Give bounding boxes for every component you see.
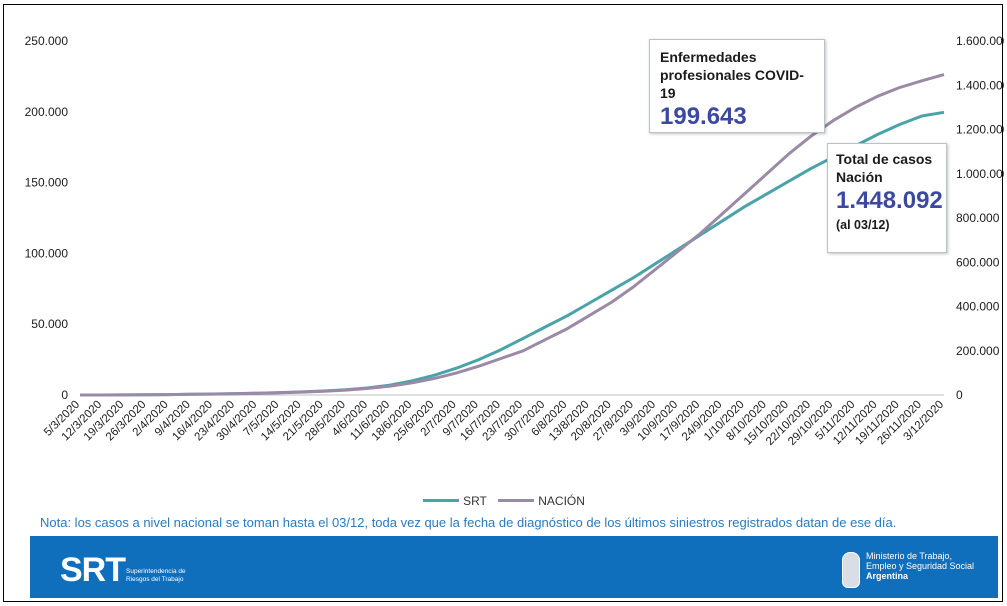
nacion-callout-value: 1.448.092	[836, 187, 943, 214]
legend-item-srt: SRT	[423, 494, 487, 508]
left-y-tick-label: 200.000	[25, 105, 69, 119]
srt-callout-label-1: Enfermedades	[660, 49, 757, 65]
srt-logo-subtitle: Superintendencia de Riesgos del Trabajo	[126, 568, 186, 583]
legend: SRT NACIÓN	[4, 491, 1004, 508]
left-y-tick-label: 0	[61, 388, 68, 402]
right-y-tick-label: 1.000.000	[956, 167, 1004, 181]
legend-label-nacion: NACIÓN	[538, 493, 585, 508]
right-axis-ticks: 0 200.000 400.000 600.000 800.000 1.000.000 1.…	[956, 34, 1004, 402]
left-axis-ticks: 0 50.000 100.000 150.000 200.000 250.000	[25, 34, 69, 402]
srt-logo-icon: SRT	[60, 551, 126, 589]
left-y-tick-label: 150.000	[25, 176, 69, 190]
right-y-tick-label: 1.400.000	[956, 78, 1004, 92]
right-y-tick-label: 1.200.000	[956, 123, 1004, 137]
left-y-tick-label: 100.000	[25, 246, 69, 260]
srt-callout-value: 199.643	[660, 103, 747, 130]
footnote: Nota: los casos a nivel nacional se toma…	[40, 515, 897, 530]
series-line-nacion	[80, 73, 945, 397]
right-y-tick-label: 600.000	[956, 255, 1000, 269]
legend-label-srt: SRT	[463, 493, 487, 508]
series-line-srt	[80, 110, 945, 397]
right-y-tick-label: 1.600.000	[956, 34, 1004, 48]
legend-item-nacion: NACIÓN	[498, 494, 585, 508]
argentina-coat-of-arms-icon	[842, 552, 860, 588]
nacion-callout-label-1: Total de casos	[836, 151, 933, 167]
right-y-tick-label: 0	[956, 388, 963, 402]
legend-swatch-srt	[423, 499, 460, 502]
left-y-tick-label: 50.000	[31, 317, 68, 331]
x-axis-tick-labels: 5/3/202012/3/202019/3/202026/3/20202/4/2…	[42, 399, 946, 448]
right-y-tick-label: 400.000	[956, 300, 1000, 314]
ministry-label: Ministerio de Trabajo, Empleo y Segurida…	[866, 551, 981, 581]
right-y-tick-label: 800.000	[956, 211, 1000, 225]
ministry-line-1: Ministerio de Trabajo,	[866, 551, 953, 561]
chart-frame: 0 50.000 100.000 150.000 200.000 250.000 0 200…	[3, 4, 1004, 602]
nacion-callout-date: (al 03/12)	[836, 218, 890, 232]
ministry-line-3: Argentina	[866, 571, 909, 581]
footer-banner	[30, 536, 998, 598]
line-chart: 0 50.000 100.000 150.000 200.000 250.000 0 200…	[25, 34, 1004, 448]
srt-callout: Enfermedades profesionales COVID-19 199.…	[649, 39, 825, 133]
legend-swatch-nacion	[498, 499, 535, 502]
nacion-callout: Total de casos Nación 1.448.092 (al 03/1…	[827, 143, 947, 253]
srt-callout-label-2: profesionales COVID-19	[660, 67, 804, 101]
ministry-line-2: Empleo y Seguridad Social	[866, 561, 975, 571]
right-y-tick-label: 200.000	[956, 344, 1000, 358]
left-y-tick-label: 250.000	[25, 34, 69, 48]
nacion-callout-label-2: Nación	[836, 169, 883, 185]
